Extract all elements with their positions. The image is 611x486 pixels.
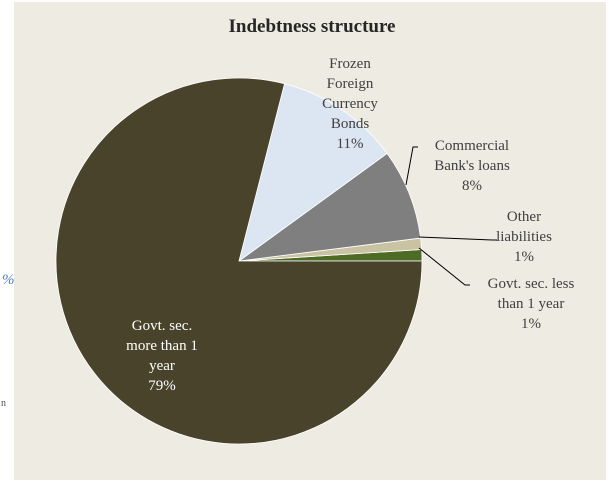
pie-chart: Indebtness structure Govt. sec. less than…	[14, 2, 606, 480]
slice-label-line: year	[149, 358, 175, 374]
leader-line	[418, 236, 497, 241]
page-fragment-char: n	[1, 398, 6, 409]
slice-label: Frozen Foreign Currency Bonds 11%	[322, 56, 378, 152]
slice-label-line: Other	[507, 209, 541, 225]
slice-label: Other liabilities 1%	[496, 209, 552, 265]
slice-label-line: Foreign	[327, 76, 374, 92]
slice-label: Commercial Bank's loans 8%	[434, 138, 510, 194]
slice-label-line: 79%	[148, 378, 176, 394]
slice-label-line: 8%	[462, 178, 482, 194]
slice-label-line: Frozen	[329, 56, 371, 72]
leader-line	[418, 247, 470, 286]
leader-line	[405, 146, 418, 186]
slice-label-line: Govt. sec.	[132, 318, 192, 334]
slice-label-line: 1%	[521, 316, 541, 332]
slice-label-line: more than 1	[126, 338, 198, 354]
pie-slice	[55, 77, 423, 445]
chart-title: Indebtness structure	[229, 16, 396, 37]
slice-label-line: 11%	[337, 136, 364, 152]
slice-label-line: Currency	[322, 96, 378, 112]
page-fragment-percent: %	[2, 272, 15, 288]
slice-label: Govt. sec. more than 1 year 79%	[126, 318, 198, 394]
slice-label-line: liabilities	[496, 229, 552, 245]
slice-label-line: than 1 year	[498, 296, 565, 312]
slice-label: Govt. sec. less than 1 year 1%	[488, 276, 575, 332]
pie-chart-svg: Indebtness structure Govt. sec. less than…	[55, 16, 575, 445]
slice-label-line: Bonds	[331, 116, 370, 132]
slice-label-line: Govt. sec. less	[488, 276, 575, 292]
slice-label-line: Commercial	[435, 138, 509, 154]
slice-label-line: Bank's loans	[434, 158, 510, 174]
pie-slice	[238, 83, 388, 262]
slice-label-line: 1%	[514, 249, 534, 265]
pie-slice	[238, 152, 422, 262]
